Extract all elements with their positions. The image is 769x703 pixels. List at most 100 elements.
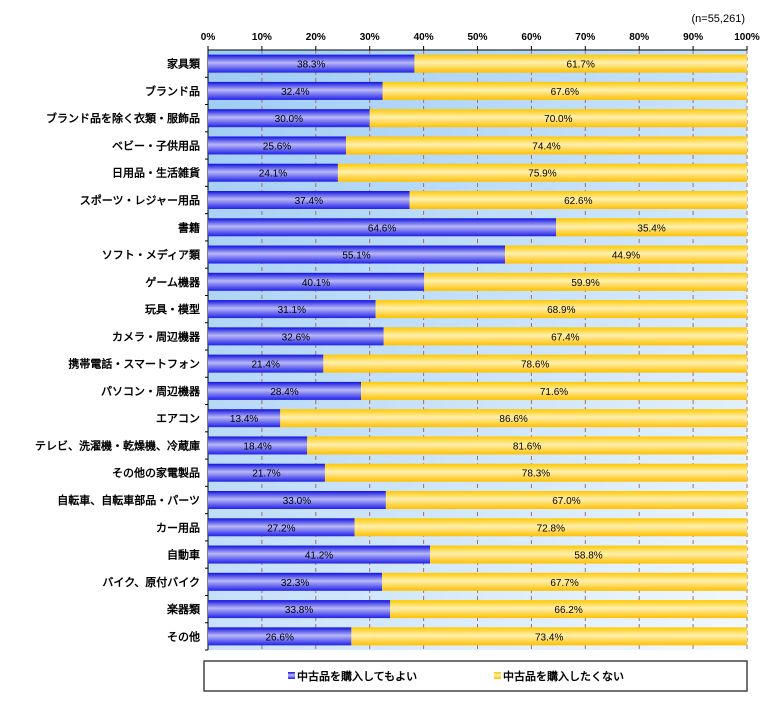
data-label: 33.8% bbox=[285, 605, 313, 616]
category-label: 書籍 bbox=[178, 220, 200, 234]
bar-segment bbox=[208, 491, 386, 509]
bar-segment bbox=[345, 136, 747, 155]
x-tick-label: 10% bbox=[252, 32, 272, 43]
category-label: バイク、原付バイク bbox=[102, 575, 200, 589]
bar-segment bbox=[208, 136, 346, 155]
bar-segment bbox=[369, 109, 747, 128]
data-label: 67.6% bbox=[551, 87, 579, 98]
bar-segment bbox=[385, 491, 747, 509]
x-tick-label: 40% bbox=[414, 32, 434, 43]
data-label: 40.1% bbox=[302, 278, 330, 289]
data-label: 64.6% bbox=[368, 223, 396, 234]
bar-segment bbox=[424, 272, 747, 291]
bar-segment bbox=[382, 572, 747, 591]
data-label: 66.2% bbox=[554, 605, 582, 616]
category-label: ブランド品 bbox=[145, 84, 200, 98]
data-label: 68.9% bbox=[547, 305, 575, 316]
bar-segment bbox=[208, 54, 415, 73]
sample-size-note: (n=55,261) bbox=[691, 13, 745, 25]
data-label: 32.3% bbox=[281, 578, 309, 589]
data-label: 73.4% bbox=[535, 632, 563, 643]
category-label: カメラ・周辺機器 bbox=[112, 329, 201, 343]
bar-segment bbox=[208, 409, 281, 428]
bar-segment bbox=[208, 627, 352, 646]
data-label: 71.6% bbox=[540, 387, 568, 398]
data-label: 37.4% bbox=[295, 196, 323, 207]
legend: 中古品を購入してもよい 中古品を購入したくない bbox=[203, 660, 748, 692]
bar-segment bbox=[323, 354, 747, 373]
data-label: 55.1% bbox=[342, 251, 370, 262]
data-label: 31.1% bbox=[278, 305, 306, 316]
bar-segment bbox=[208, 572, 383, 591]
data-label: 41.2% bbox=[305, 551, 333, 562]
category-label: その他 bbox=[167, 629, 200, 643]
bar-segment bbox=[208, 300, 376, 319]
bar-segment bbox=[208, 518, 355, 537]
category-label: エアコン bbox=[156, 412, 200, 425]
bar-segment bbox=[504, 245, 747, 264]
data-label: 44.9% bbox=[612, 251, 640, 262]
x-tick-label: 70% bbox=[575, 32, 595, 43]
bar-segment bbox=[208, 163, 338, 182]
category-label: 自動車 bbox=[167, 548, 200, 562]
bar-segment bbox=[430, 545, 747, 564]
category-label: ベビー・子供用品 bbox=[112, 138, 200, 152]
bar-segment bbox=[307, 436, 747, 455]
category-label: 楽器類 bbox=[166, 602, 201, 616]
category-label: 日用品・生活雑貨 bbox=[112, 166, 200, 180]
bar-segment bbox=[208, 436, 308, 455]
data-label: 25.6% bbox=[263, 141, 291, 152]
data-label: 86.6% bbox=[499, 414, 527, 425]
data-label: 78.6% bbox=[521, 360, 549, 371]
category-label: その他の家電製品 bbox=[112, 466, 200, 480]
data-label: 33.0% bbox=[283, 496, 311, 507]
legend-swatch bbox=[288, 672, 295, 679]
data-label: 28.4% bbox=[270, 387, 298, 398]
bar-segment bbox=[208, 109, 370, 128]
bar-segment bbox=[280, 409, 747, 428]
bar-segment bbox=[208, 381, 362, 400]
category-label: 玩具・模型 bbox=[145, 302, 200, 316]
legend-box bbox=[203, 660, 748, 692]
data-label: 26.6% bbox=[266, 632, 294, 643]
data-label: 78.3% bbox=[522, 469, 550, 480]
bar-segment bbox=[208, 600, 391, 619]
data-label: 13.4% bbox=[230, 414, 258, 425]
category-label: スポーツ・レジャー用品 bbox=[80, 193, 200, 207]
data-label: 32.6% bbox=[282, 332, 310, 343]
data-label: 35.4% bbox=[637, 223, 665, 234]
x-tick-label: 30% bbox=[360, 32, 380, 43]
bar-segment bbox=[390, 600, 747, 619]
category-label: 家具類 bbox=[167, 57, 201, 71]
legend-swatch bbox=[494, 672, 501, 679]
category-label: ブランド品を除く衣類・服飾品 bbox=[46, 111, 200, 125]
bar-segment bbox=[383, 327, 747, 346]
x-tick-label: 100% bbox=[734, 32, 760, 43]
bar-segment bbox=[324, 463, 747, 482]
data-label: 75.9% bbox=[528, 169, 556, 180]
bar-segment bbox=[556, 218, 747, 237]
data-label: 24.1% bbox=[259, 169, 287, 180]
data-label: 81.6% bbox=[513, 441, 541, 452]
bar-segment bbox=[409, 191, 747, 209]
x-tick-label: 60% bbox=[521, 32, 541, 43]
data-label: 30.0% bbox=[275, 114, 303, 125]
data-label: 74.4% bbox=[532, 141, 560, 152]
bar-segment bbox=[337, 163, 747, 182]
bar-segment bbox=[361, 381, 747, 400]
data-label: 38.3% bbox=[297, 60, 325, 71]
bar-segment bbox=[208, 354, 324, 373]
bar-segment bbox=[208, 463, 325, 482]
bar-segment bbox=[208, 245, 505, 264]
data-label: 21.4% bbox=[251, 360, 279, 371]
data-label: 67.0% bbox=[552, 496, 580, 507]
category-label: パソコン・周辺機器 bbox=[101, 384, 201, 398]
data-label: 59.9% bbox=[571, 278, 599, 289]
bar-segment bbox=[208, 81, 383, 100]
bar-segment bbox=[354, 518, 747, 537]
bar-segment bbox=[208, 545, 431, 564]
x-tick-label: 0% bbox=[201, 32, 216, 43]
bar-segment bbox=[208, 191, 410, 209]
legend-label: 中古品を購入したくない bbox=[503, 669, 624, 683]
